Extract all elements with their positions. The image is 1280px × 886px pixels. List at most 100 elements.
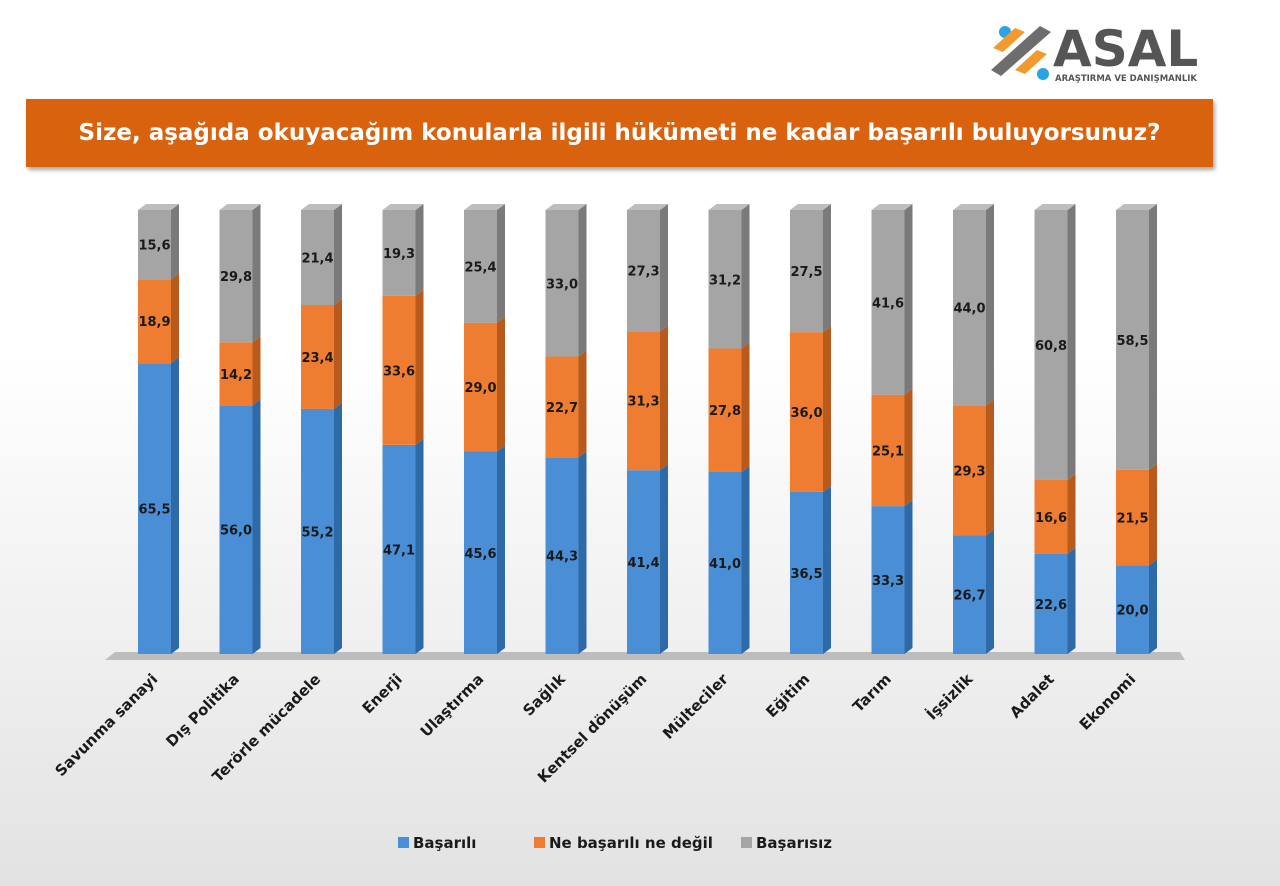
bar-top [301,204,342,210]
bar-side [415,289,424,445]
bar-segment [301,305,334,409]
data-label: 55,2 [301,525,333,540]
bar-side [171,357,179,654]
bar-segment [138,363,171,654]
bar-side [334,299,342,409]
data-label: 27,8 [709,404,741,419]
bar-side [1149,204,1157,470]
bar-top [382,204,424,210]
data-label: 33,0 [546,277,578,292]
bar-segment [138,210,171,280]
data-label: 25,4 [464,260,496,275]
bar-side [497,445,505,654]
bar-side [415,204,424,296]
bar-segment [627,470,660,654]
category-label: Sağlık [519,669,569,719]
legend-label: Ne başarılı ne değil [549,834,713,852]
data-label: 41,6 [872,296,904,311]
bar-top [708,204,750,210]
bar-side [578,204,587,357]
bar-side [741,465,750,654]
bar-side [497,316,505,452]
bar-side [578,350,587,458]
data-label: 41,4 [627,556,659,571]
bar-side [660,325,668,471]
data-label: 31,2 [709,273,741,288]
bar-top [219,204,261,210]
bar-side [334,402,342,654]
category-label: İşsizlik [922,669,977,724]
bar-segment [1116,565,1149,654]
data-label: 27,5 [790,265,822,280]
data-label: 44,3 [546,550,578,565]
category-label: Tarım [849,670,895,716]
bar-segment [464,210,497,323]
data-label: 29,8 [220,270,252,285]
svg-text:ASAL: ASAL [1053,20,1198,78]
bar-segment [545,356,579,458]
data-label: 19,3 [383,247,415,262]
bar-side [1067,204,1076,480]
bar-top [790,204,831,210]
bar-side [415,438,424,654]
category-label: Adalet [1006,670,1058,722]
data-label: 60,8 [1035,339,1067,354]
bar-segment [708,348,742,472]
category-label: Ulaştırma [417,670,488,741]
bar-side [823,485,831,654]
bar-segment [464,322,497,452]
bar-side [904,500,913,654]
bar-side [986,529,994,654]
bar-segment [790,210,823,333]
data-label: 23,4 [301,351,333,366]
bar-segment [1034,553,1068,654]
data-label: 29,0 [464,381,496,396]
bar-segment [138,279,171,364]
bar-segment [953,405,986,536]
bar-side [904,204,913,395]
bar-segment [1034,479,1068,554]
data-label: 33,6 [383,364,415,379]
bar-side [171,273,179,364]
bar-segment [871,210,905,395]
bar-top [464,204,505,210]
data-label: 29,3 [953,464,985,479]
legend-swatch [534,837,545,848]
bar-top [953,204,994,210]
bar-segment [301,408,334,654]
bar-side [334,204,342,306]
svg-text:ARAŞTIRMA VE DANIŞMANLIK: ARAŞTIRMA VE DANIŞMANLIK [1055,74,1197,84]
data-label: 20,0 [1116,604,1148,619]
data-label: 21,4 [301,252,333,267]
bar-segment [382,210,416,296]
bar-segment [382,295,416,445]
chart-title: Size, aşağıda okuyacağım konularla ilgil… [26,99,1213,167]
bar-segment [464,451,497,654]
bar-side [660,464,668,654]
bar-top [138,204,179,210]
category-label: Enerji [359,670,406,717]
data-label: 21,5 [1116,511,1148,526]
bar-side [823,326,831,492]
bar-segment [219,405,253,654]
bar-segment [871,394,905,507]
bar-side [986,204,994,406]
bar-side [1149,559,1157,654]
bar-segment [627,210,660,332]
bar-side [578,451,587,654]
bar-segment [871,506,905,654]
bar-segment [627,331,660,471]
category-label: Ekonomi [1076,670,1140,734]
bar-segment [219,210,253,343]
bar-top [545,204,587,210]
data-label: 45,6 [464,547,496,562]
bar-top [871,204,913,210]
legend-label: Başarılı [413,834,476,852]
bar-side [823,204,831,333]
bar-segment [953,210,986,406]
bar-segment [708,210,742,349]
data-label: 41,0 [709,557,741,572]
bar-top [1034,204,1076,210]
bar-side [660,204,668,332]
bar-side [252,204,261,343]
